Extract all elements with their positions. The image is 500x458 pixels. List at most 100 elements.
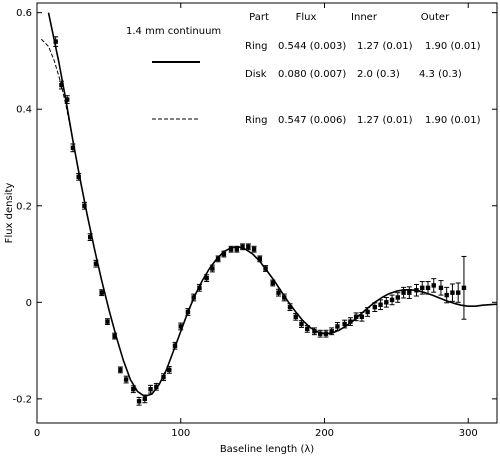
data-marker xyxy=(348,319,353,324)
data-point xyxy=(431,278,437,293)
table-row-0-flux: 0.544 (0.003) xyxy=(278,41,346,52)
data-marker xyxy=(420,285,425,291)
data-point xyxy=(347,317,353,326)
series-layer xyxy=(40,12,498,406)
y-axis-label: Flux density xyxy=(4,183,15,244)
table-row-1-flux: 0.080 (0.007) xyxy=(278,69,346,80)
data-point xyxy=(389,294,395,306)
y-axis-ticks: -0.2 0 0.2 0.4 0.6 xyxy=(12,8,497,405)
data-marker xyxy=(395,295,401,300)
data-point xyxy=(104,318,110,326)
data-marker xyxy=(461,285,467,291)
data-point xyxy=(148,384,154,394)
data-marker xyxy=(401,290,406,295)
data-marker xyxy=(76,174,81,179)
data-marker xyxy=(99,290,104,295)
data-marker xyxy=(365,309,370,315)
x-tick-label: 100 xyxy=(171,428,190,439)
data-marker xyxy=(312,329,317,334)
data-point xyxy=(406,286,412,299)
x-axis-label: Baseline length (λ) xyxy=(220,444,314,455)
data-marker xyxy=(234,247,240,252)
data-marker xyxy=(70,145,76,151)
model-curve-solid xyxy=(47,12,498,398)
legend: 1.4 mm continuum xyxy=(126,26,221,120)
data-marker xyxy=(455,290,461,295)
data-marker xyxy=(136,399,142,404)
table-row-0-outer: 1.90 (0.01) xyxy=(425,41,481,52)
data-point xyxy=(228,245,234,253)
parameter-table: Part Flux Inner Outer Ring 0.544 (0.003)… xyxy=(245,12,481,126)
data-marker xyxy=(287,304,293,310)
data-marker xyxy=(210,266,215,271)
legend-title: 1.4 mm continuum xyxy=(126,26,221,37)
data-marker xyxy=(293,314,298,319)
data-point xyxy=(449,283,455,302)
table-row-2-outer: 1.90 (0.01) xyxy=(425,115,481,126)
table-header-inner: Inner xyxy=(351,12,378,23)
data-marker xyxy=(204,275,209,281)
table-row-1-inner: 2.0 (0.3) xyxy=(357,69,400,80)
data-marker xyxy=(276,290,281,295)
data-marker xyxy=(105,319,110,324)
table-header-part: Part xyxy=(249,12,269,23)
table-header-outer: Outer xyxy=(421,12,450,23)
data-marker xyxy=(389,297,395,303)
data-marker xyxy=(384,300,389,305)
data-marker xyxy=(299,321,304,327)
table-header-flux: Flux xyxy=(296,12,317,23)
x-tick-label: 300 xyxy=(459,428,478,439)
data-marker xyxy=(329,329,334,334)
data-point xyxy=(401,286,407,299)
x-tick-label: 0 xyxy=(34,428,40,439)
data-marker xyxy=(251,247,257,252)
data-marker xyxy=(317,331,323,336)
table-row-1-outer: 4.3 (0.3) xyxy=(419,69,462,80)
data-marker xyxy=(178,324,183,329)
data-marker xyxy=(82,203,87,208)
data-marker xyxy=(64,97,70,102)
data-point xyxy=(383,296,389,308)
data-marker xyxy=(450,290,455,295)
table-row-2-flux: 0.547 (0.006) xyxy=(278,115,346,126)
data-marker xyxy=(142,396,148,402)
data-marker xyxy=(215,256,221,262)
data-point xyxy=(311,327,317,336)
data-marker xyxy=(53,39,58,44)
data-marker xyxy=(372,304,378,310)
table-row-0-part: Ring xyxy=(245,41,267,52)
data-marker xyxy=(335,324,340,329)
table-row-2-part: Ring xyxy=(245,115,267,126)
data-point xyxy=(317,329,323,338)
data-marker xyxy=(112,333,117,339)
model-curve-dashed xyxy=(40,38,74,141)
data-point xyxy=(378,299,384,311)
data-marker xyxy=(93,261,99,266)
data-marker xyxy=(444,292,449,298)
data-marker xyxy=(221,251,227,257)
y-tick-label: 0.2 xyxy=(16,201,32,212)
data-marker xyxy=(154,384,159,389)
data-marker xyxy=(148,387,153,392)
data-marker xyxy=(431,283,436,288)
y-tick-label: 0 xyxy=(26,298,32,309)
table-row-2-inner: 1.27 (0.01) xyxy=(357,115,413,126)
data-marker xyxy=(342,321,347,327)
data-marker xyxy=(407,290,412,295)
x-axis-ticks: 0 100 200 300 xyxy=(34,3,478,439)
data-marker xyxy=(438,285,444,291)
data-marker xyxy=(246,244,251,249)
data-marker xyxy=(305,326,310,332)
data-point xyxy=(251,245,257,253)
data-point xyxy=(425,281,431,295)
data-point xyxy=(245,243,251,251)
table-row-0-inner: 1.27 (0.01) xyxy=(357,41,413,52)
data-point xyxy=(136,396,142,406)
plot-frame xyxy=(36,2,498,424)
data-marker xyxy=(167,367,172,373)
data-marker xyxy=(425,285,431,291)
data-marker xyxy=(282,295,287,300)
data-marker xyxy=(378,302,383,307)
y-tick-label: 0.6 xyxy=(16,8,32,19)
